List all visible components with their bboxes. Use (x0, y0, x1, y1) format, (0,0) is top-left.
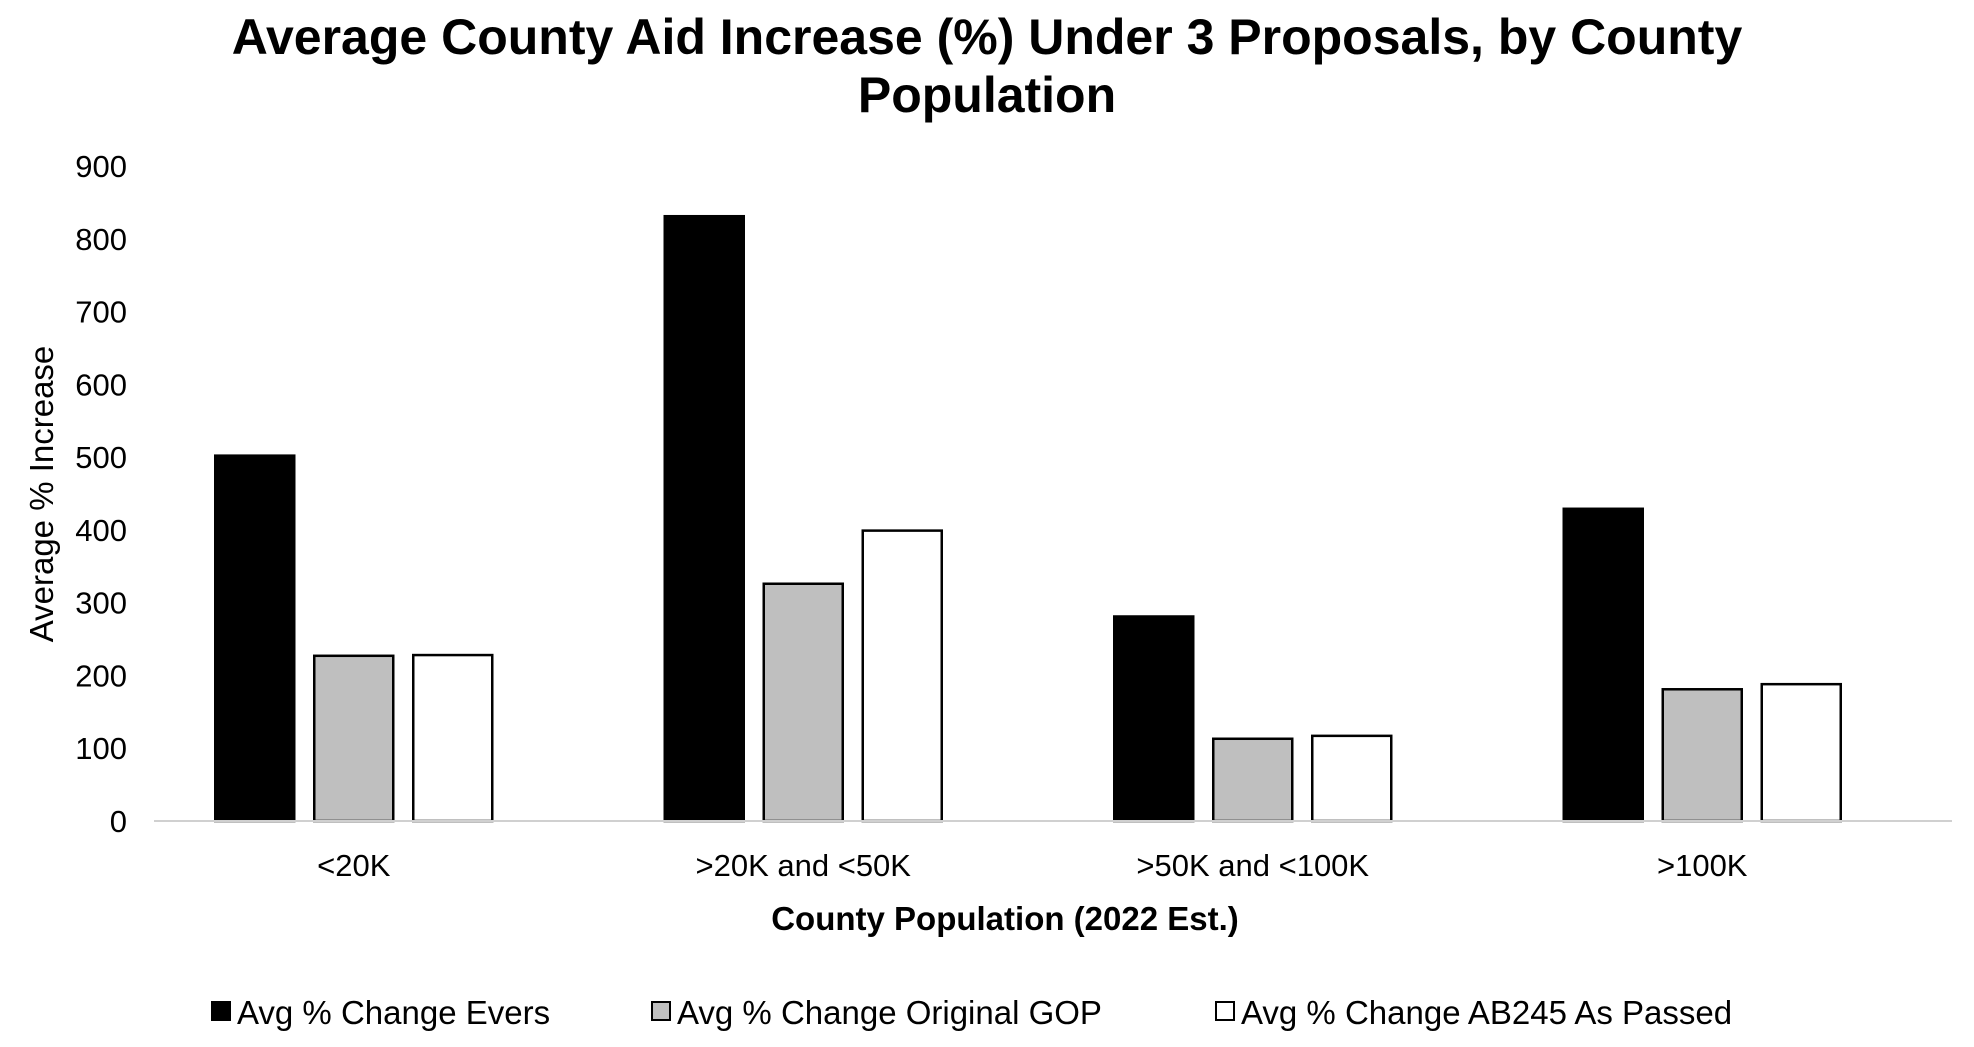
legend-label: Avg % Change Original GOP (677, 994, 1102, 1031)
bar-2-3 (1212, 737, 1294, 823)
y-axis-ticks: 0 100 200 300 400 500 600 700 800 900 (75, 149, 127, 839)
bar-3-1 (412, 653, 494, 823)
y-tick-label: 800 (75, 222, 127, 257)
y-tick-label: 400 (75, 513, 127, 548)
bar-3-2 (861, 529, 943, 823)
chart-title: Average County Aid Increase (%) Under 3 … (232, 9, 1743, 123)
x-axis-title: County Population (2022 Est.) (771, 900, 1239, 937)
y-tick-label: 900 (75, 149, 127, 184)
legend: Avg % Change Evers Avg % Change Original … (211, 994, 1732, 1031)
bar-2-4 (1661, 688, 1743, 823)
x-axis-ticks: <20K >20K and <50K >50K and <100K >100K (317, 848, 1748, 883)
x-tick-label: >20K and <50K (696, 848, 912, 883)
bar-1-2 (663, 214, 745, 823)
bar-2-2 (762, 582, 844, 823)
legend-swatch (211, 1001, 231, 1021)
y-tick-label: 600 (75, 367, 127, 402)
y-tick-label: 200 (75, 658, 127, 693)
bars (214, 214, 1842, 823)
y-tick-label: 0 (110, 804, 127, 839)
y-tick-label: 500 (75, 440, 127, 475)
x-tick-label: <20K (317, 848, 391, 883)
x-tick-label: >100K (1657, 848, 1748, 883)
chart-title-line-2: Population (858, 67, 1116, 123)
legend-swatch (1215, 1001, 1235, 1021)
y-tick-label: 700 (75, 295, 127, 330)
chart-title-line-1: Average County Aid Increase (%) Under 3 … (232, 9, 1743, 65)
x-tick-label: >50K and <100K (1136, 848, 1369, 883)
y-tick-label: 100 (75, 731, 127, 766)
bar-1-4 (1562, 507, 1644, 823)
y-tick-label: 300 (75, 586, 127, 621)
bar-3-4 (1760, 682, 1842, 823)
bar-1-3 (1113, 615, 1195, 823)
bar-2-1 (313, 654, 395, 823)
y-axis-title: Average % Increase (23, 346, 60, 643)
legend-label: Avg % Change Evers (237, 994, 550, 1031)
bar-3-3 (1311, 734, 1393, 823)
bar-1-1 (214, 454, 296, 823)
legend-label: Avg % Change AB245 As Passed (1241, 994, 1732, 1031)
legend-swatch (651, 1001, 671, 1021)
